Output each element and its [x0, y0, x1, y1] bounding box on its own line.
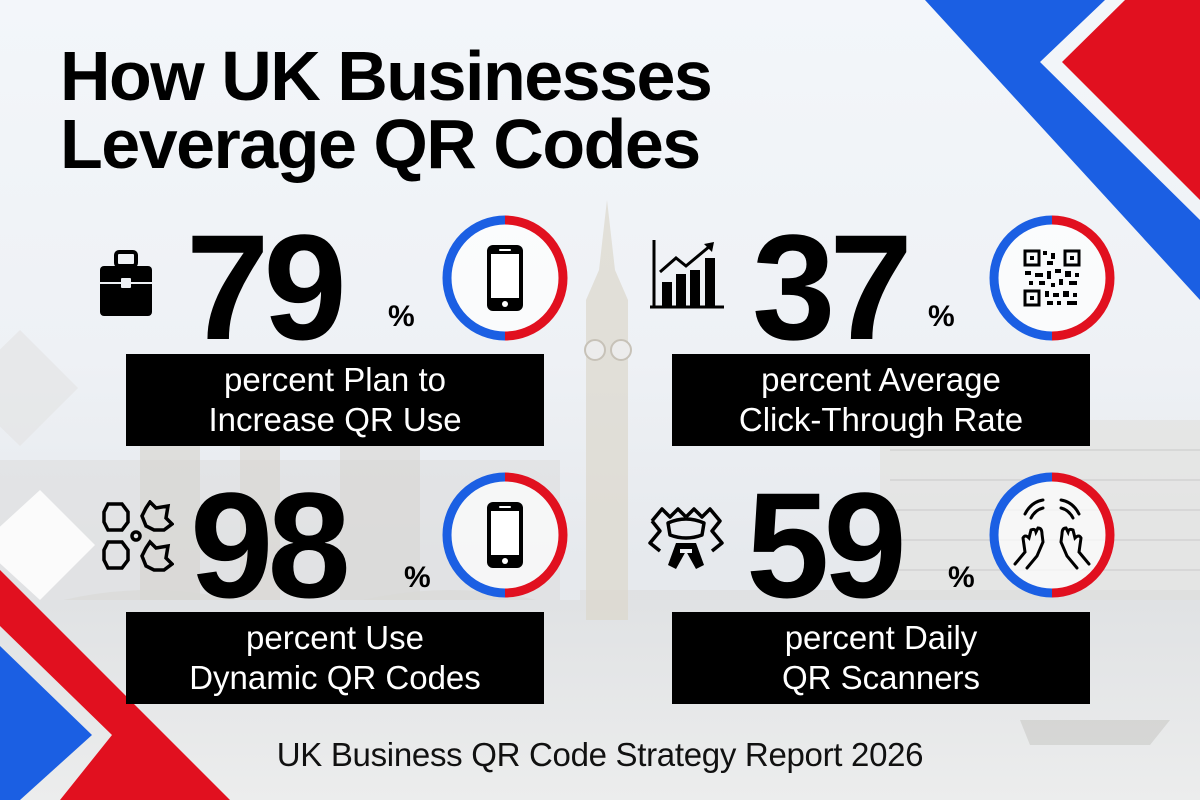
stat-unit: %: [404, 561, 431, 594]
big-ben-tower: [584, 200, 632, 620]
report-footer: UK Business QR Code Strategy Report 2026: [276, 736, 924, 773]
title-line-1: How UK Businesses: [60, 37, 713, 115]
decorative-diamond: [0, 490, 95, 600]
stat-unit: %: [948, 561, 975, 594]
stat-value: 59: [746, 461, 907, 629]
boat: [1020, 720, 1170, 745]
smartphone-icon: [487, 502, 523, 568]
progress-ring: [989, 472, 1115, 598]
stat-value: 79: [186, 203, 347, 371]
stat-unit: %: [928, 300, 955, 333]
contactless-hands-icon: [1013, 498, 1091, 570]
progress-ring: [442, 215, 568, 341]
title-line-2: Leverage QR Codes: [60, 105, 701, 183]
stat-value: 98: [190, 461, 351, 629]
decorative-diamond: [0, 330, 78, 446]
qr-code-icon: [1023, 249, 1081, 307]
stat-label: percent Daily QR Scanners: [672, 612, 1090, 704]
flag-corner-bottom-left: [0, 570, 230, 800]
handshake-icon: [648, 507, 724, 569]
stat-unit: %: [388, 300, 415, 333]
stat-label: percent Use Dynamic QR Codes: [126, 612, 544, 704]
stat-label: percent Average Click-Through Rate: [672, 354, 1090, 446]
stat-value: 37: [752, 203, 913, 371]
smartphone-icon: [487, 245, 523, 311]
briefcase-icon: [98, 250, 154, 316]
progress-ring: [442, 472, 568, 598]
progress-ring: [989, 215, 1115, 341]
bar-chart-trend-icon: [650, 240, 724, 309]
page-title: How UK Businesses Leverage QR Codes: [60, 37, 713, 183]
puzzle-network-icon: [102, 500, 174, 572]
flag-corner-top-right: [925, 0, 1200, 300]
stat-label: percent Plan to Increase QR Use: [126, 354, 544, 446]
